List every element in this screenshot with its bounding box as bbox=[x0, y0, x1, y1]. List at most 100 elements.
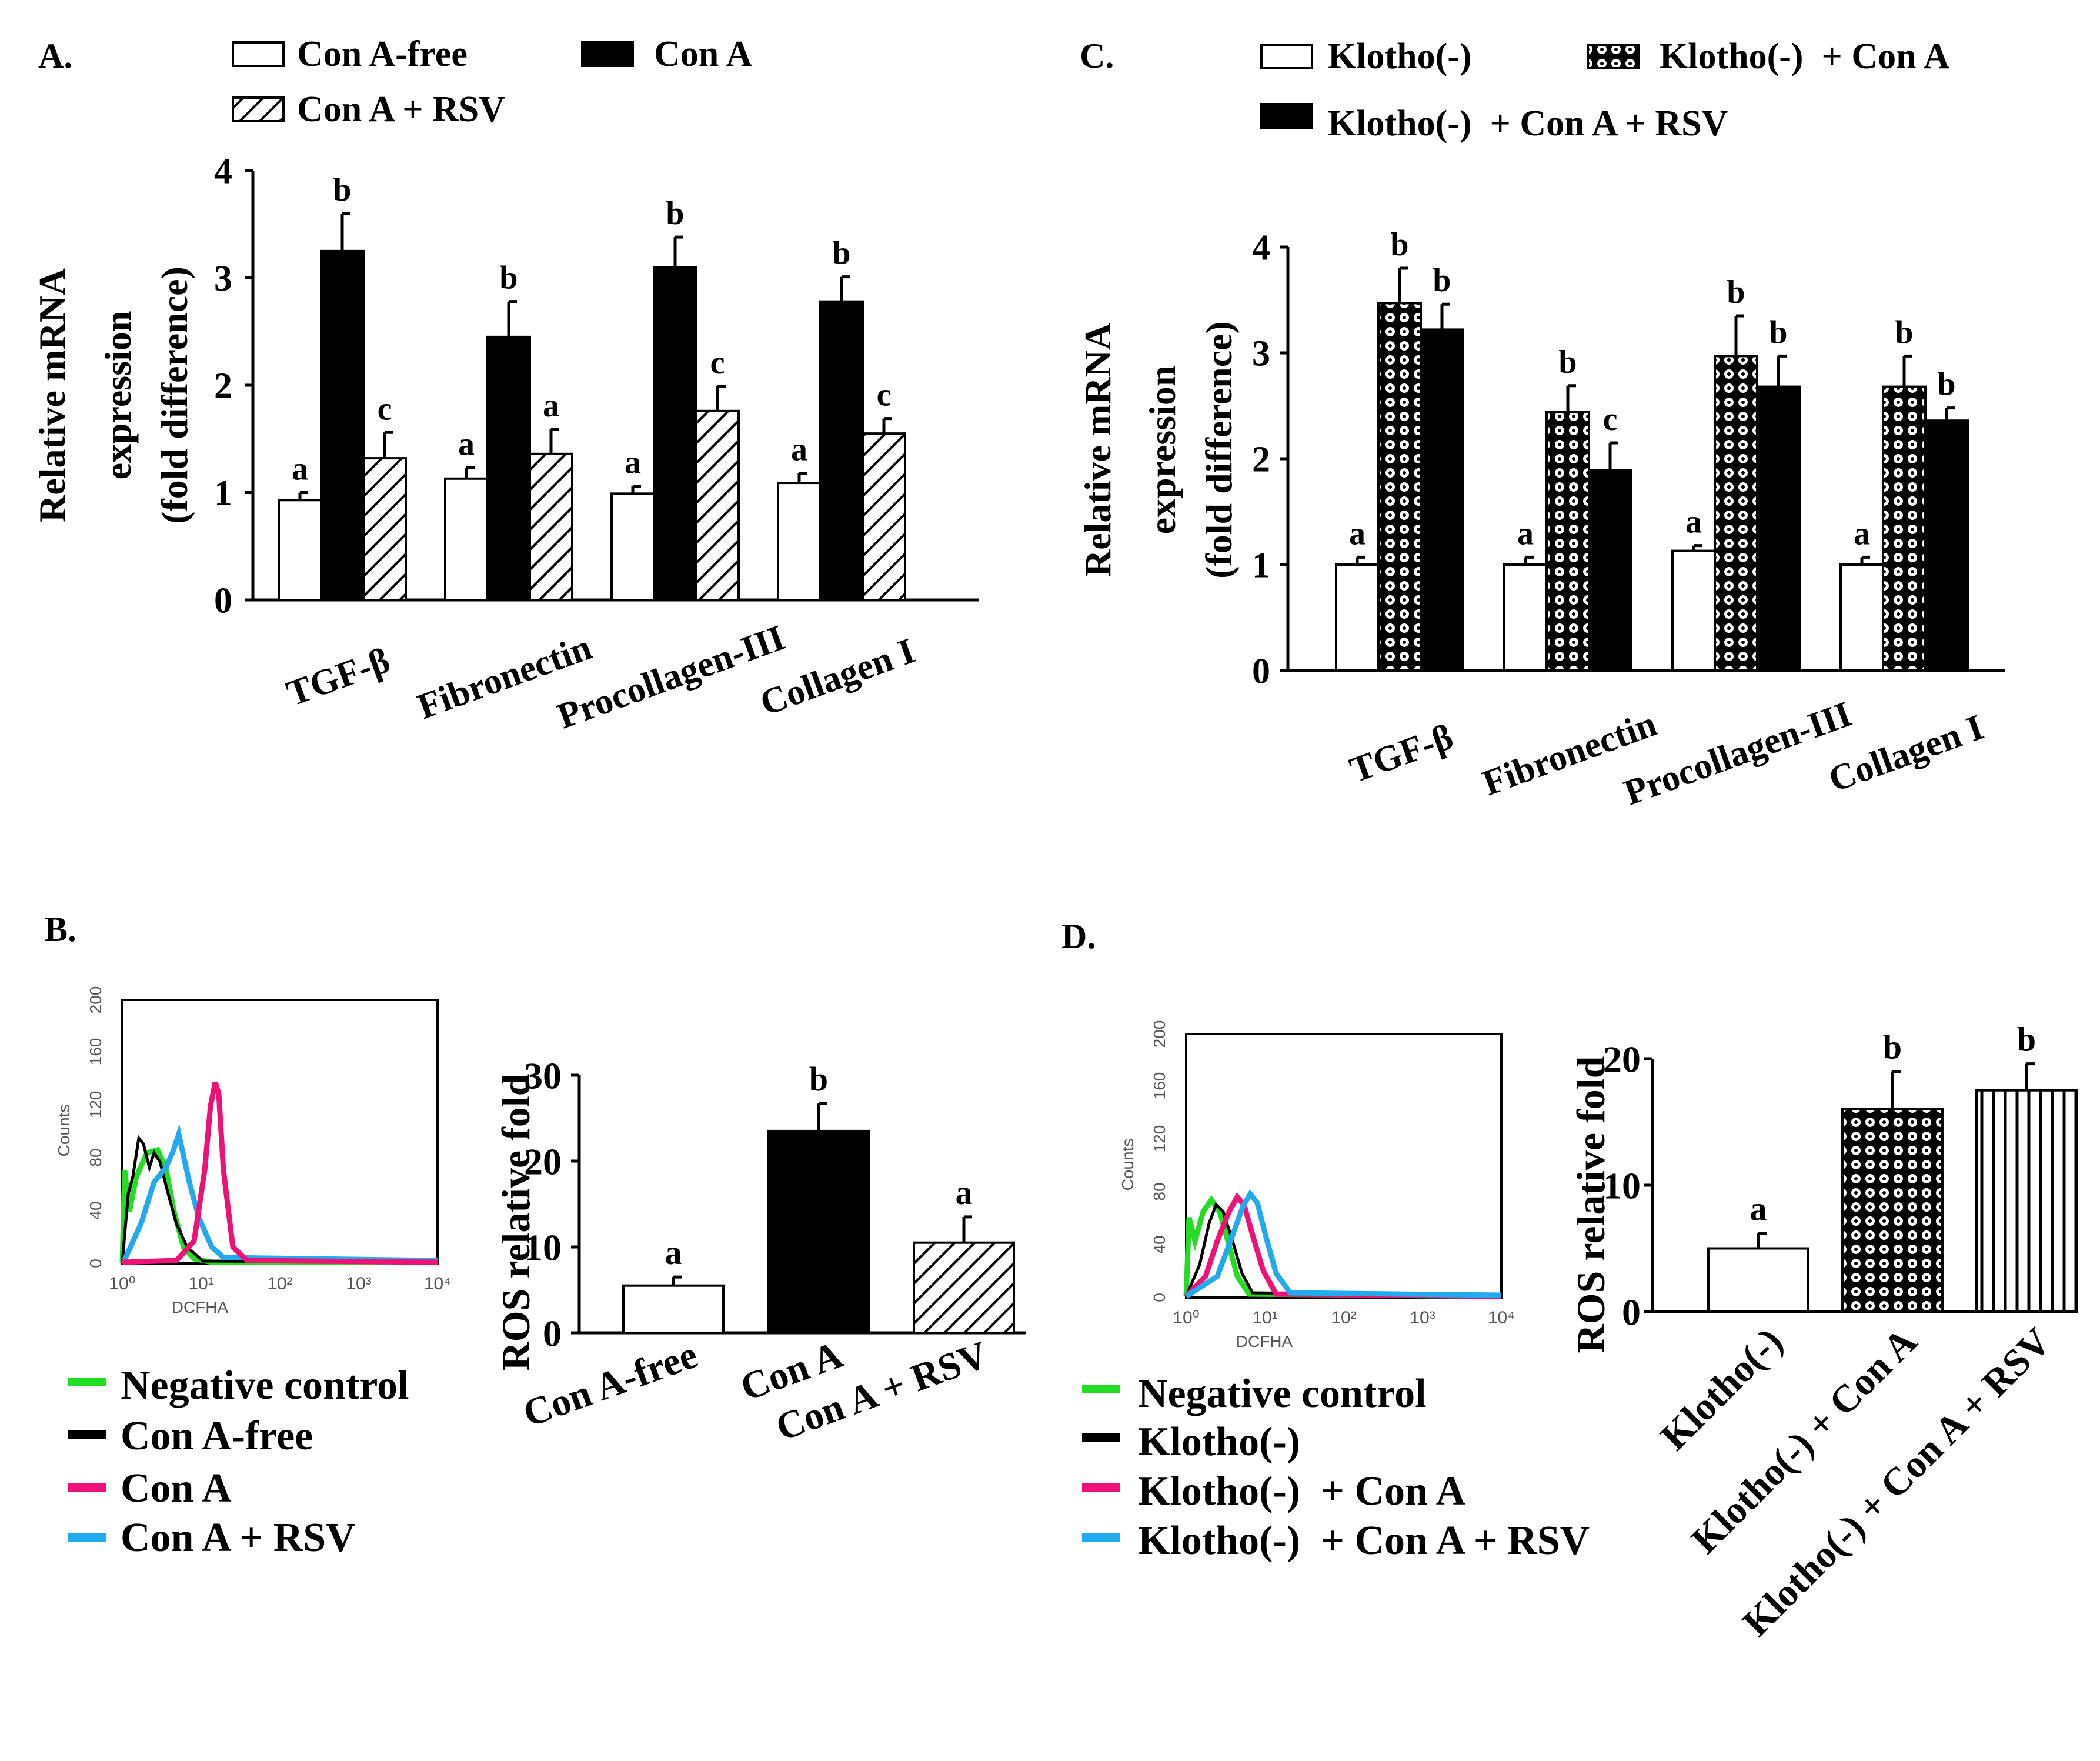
significance-letter: a bbox=[1854, 515, 1870, 552]
error-bar-con-a-rsv-procollagen-iii bbox=[716, 385, 726, 411]
y-tick-label: 0 bbox=[543, 1312, 562, 1354]
category-label: Klotho(-) + Con A bbox=[1683, 1320, 1925, 1562]
error-bar-con-a-procollagen-iii bbox=[673, 235, 683, 268]
y-tick-label: 0 bbox=[214, 581, 232, 621]
significance-letter: b bbox=[1895, 314, 1913, 351]
significance-letter: b bbox=[1390, 226, 1408, 263]
bar-klotho bbox=[1707, 1247, 1809, 1313]
error-bar-klotho-procollagen-iii bbox=[1692, 544, 1702, 551]
significance-letter: b bbox=[1727, 274, 1745, 311]
bar-klotho-con-a-rsv bbox=[1975, 1089, 2078, 1313]
histogram-xtick: 10³ bbox=[1410, 1308, 1435, 1328]
panel-a-legend: Con A-free Con A Con A + RSV bbox=[232, 34, 752, 129]
error-bar-con-a-free-procollagen-iii bbox=[631, 485, 641, 494]
histogram-xtick: 10⁰ bbox=[109, 1274, 135, 1293]
histogram-xtick: 10⁴ bbox=[1488, 1308, 1515, 1328]
significance-letter: c bbox=[1603, 401, 1618, 438]
histogram-ytick: 160 bbox=[1150, 1072, 1168, 1100]
bar-klotho-tgf bbox=[1335, 563, 1380, 672]
bar-con-a-free bbox=[622, 1284, 725, 1334]
bar-klotho-con-a-rsv-procollagen-iii bbox=[1756, 385, 1801, 672]
panel-c-ylabel-1: Relative mRNA bbox=[1077, 323, 1119, 577]
legend-swatch-klotho-con-a-rsv bbox=[1260, 103, 1313, 129]
panel-b-histogram: 0 40 80 120 160 200 Counts 10⁰ 10¹ 10² 1… bbox=[55, 986, 451, 1316]
y-tick-label: 4 bbox=[214, 152, 232, 192]
histogram-yticks: 0 40 80 120 160 200 bbox=[86, 986, 105, 1268]
significance-letter: b bbox=[1769, 314, 1787, 351]
histogram-xtick: 10³ bbox=[346, 1274, 371, 1293]
panel-a-ylabel-1: Relative mRNA bbox=[31, 268, 73, 522]
y-tick-label: 10 bbox=[1603, 1165, 1641, 1206]
y-tick-label: 0 bbox=[1622, 1291, 1641, 1333]
legend-label-negative-control: Negative control bbox=[121, 1363, 409, 1408]
histogram-xticks: 10⁰ 10¹ 10² 10³ 10⁴ bbox=[109, 1274, 451, 1293]
significance-letter: c bbox=[378, 391, 392, 427]
bar-klotho-con-a-rsv-fibronectin bbox=[1588, 469, 1632, 672]
bar-con-a-tgf bbox=[320, 249, 365, 601]
error-bar-klotho bbox=[1757, 1232, 1767, 1249]
panel-d-label: D. bbox=[1061, 917, 1096, 956]
significance-letter: a bbox=[1349, 515, 1365, 552]
legend-label-klotho-con-a: Klotho(-) + Con A bbox=[1660, 36, 1950, 76]
error-bar-klotho-con-a bbox=[1891, 1070, 1901, 1109]
panel-d-histogram-legend: Negative control Klotho(-) Klotho(-) + C… bbox=[1082, 1371, 1590, 1563]
panel-c: C. Klotho(-) Klotho(-) + Con A Klotho(-)… bbox=[1077, 36, 2005, 813]
category-label: Klotho(-) bbox=[1652, 1320, 1791, 1459]
bar-klotho-con-a-fibronectin bbox=[1545, 411, 1590, 672]
histogram-curve-con-a-rsv bbox=[121, 1123, 438, 1263]
error-bar-klotho-con-a-collagen-i bbox=[1902, 354, 1912, 387]
legend-swatch-klotho-con-a bbox=[1587, 44, 1640, 69]
error-bar-con-a-free-fibronectin bbox=[465, 466, 475, 479]
error-bar-klotho-tgf bbox=[1356, 555, 1365, 565]
bar-klotho-collagen-i bbox=[1839, 563, 1884, 672]
bar-con-a-free-collagen-i bbox=[777, 482, 822, 602]
bar-klotho-con-a-procollagen-iii bbox=[1714, 355, 1758, 672]
bar-con-a-free-procollagen-iii bbox=[610, 492, 655, 602]
error-bar-klotho-con-a-rsv bbox=[2025, 1062, 2035, 1090]
error-bar-con-a-rsv-fibronectin bbox=[549, 428, 559, 454]
error-bar-con-a-fibronectin bbox=[507, 300, 517, 337]
histogram-ytick: 40 bbox=[86, 1201, 105, 1219]
error-bar-con-a-collagen-i bbox=[840, 275, 850, 302]
histogram-xlabel: DCFHA bbox=[172, 1298, 229, 1316]
error-bar-klotho-con-a-fibronectin bbox=[1566, 384, 1576, 412]
histogram-xlabel: DCFHA bbox=[1236, 1332, 1293, 1350]
histogram-frame bbox=[121, 999, 439, 1265]
significance-letter: b bbox=[499, 260, 518, 296]
error-bar-con-a-tgf bbox=[340, 212, 350, 251]
error-bar-con-a-free bbox=[672, 1275, 682, 1286]
error-bar-klotho-con-a-rsv-tgf bbox=[1440, 302, 1450, 330]
y-tick-label: 20 bbox=[524, 1140, 562, 1182]
bar-klotho-con-a-collagen-i bbox=[1882, 385, 1927, 672]
significance-letter: a bbox=[543, 388, 559, 424]
error-bar-klotho-con-a-rsv-procollagen-iii bbox=[1777, 354, 1787, 387]
panel-c-ylabel-3: (fold difference) bbox=[1198, 321, 1240, 579]
bar-con-a-fibronectin bbox=[486, 335, 531, 601]
error-bar-con-a-rsv-tgf bbox=[383, 431, 393, 459]
legend-label-con-a: Con A bbox=[654, 34, 752, 74]
significance-letter: a bbox=[458, 426, 475, 463]
y-tick-label: 0 bbox=[1252, 652, 1270, 692]
histogram-curve-negative-control bbox=[119, 1146, 438, 1265]
error-bar-con-a-free-collagen-i bbox=[797, 472, 807, 483]
y-tick-label: 4 bbox=[1252, 228, 1270, 268]
legend-label-klotho-con-a-rsv-hist: Klotho(-) + Con A + RSV bbox=[1138, 1518, 1590, 1563]
histogram-ytick: 0 bbox=[86, 1259, 105, 1268]
significance-letter: a bbox=[956, 1173, 973, 1212]
significance-letter: c bbox=[710, 345, 725, 381]
significance-letter: c bbox=[877, 377, 892, 413]
bar-con-a-rsv-tgf bbox=[362, 457, 407, 601]
legend-swatch-con-a-free bbox=[232, 41, 285, 67]
significance-letter: b bbox=[1937, 366, 1955, 403]
panel-b-ylabel: ROS relative fold bbox=[493, 1073, 538, 1370]
y-tick-label: 2 bbox=[1252, 440, 1270, 480]
significance-letter: b bbox=[832, 235, 850, 272]
histogram-curve-klotho bbox=[1184, 1202, 1502, 1298]
y-tick-label: 1 bbox=[1252, 546, 1270, 586]
panel-b-label: B. bbox=[44, 910, 76, 949]
legend-label-con-a-free: Con A-free bbox=[297, 34, 468, 74]
histogram-curve-klotho-con-a bbox=[1184, 1192, 1502, 1299]
significance-letter: a bbox=[665, 1233, 682, 1272]
error-bar-klotho-fibronectin bbox=[1524, 555, 1534, 565]
